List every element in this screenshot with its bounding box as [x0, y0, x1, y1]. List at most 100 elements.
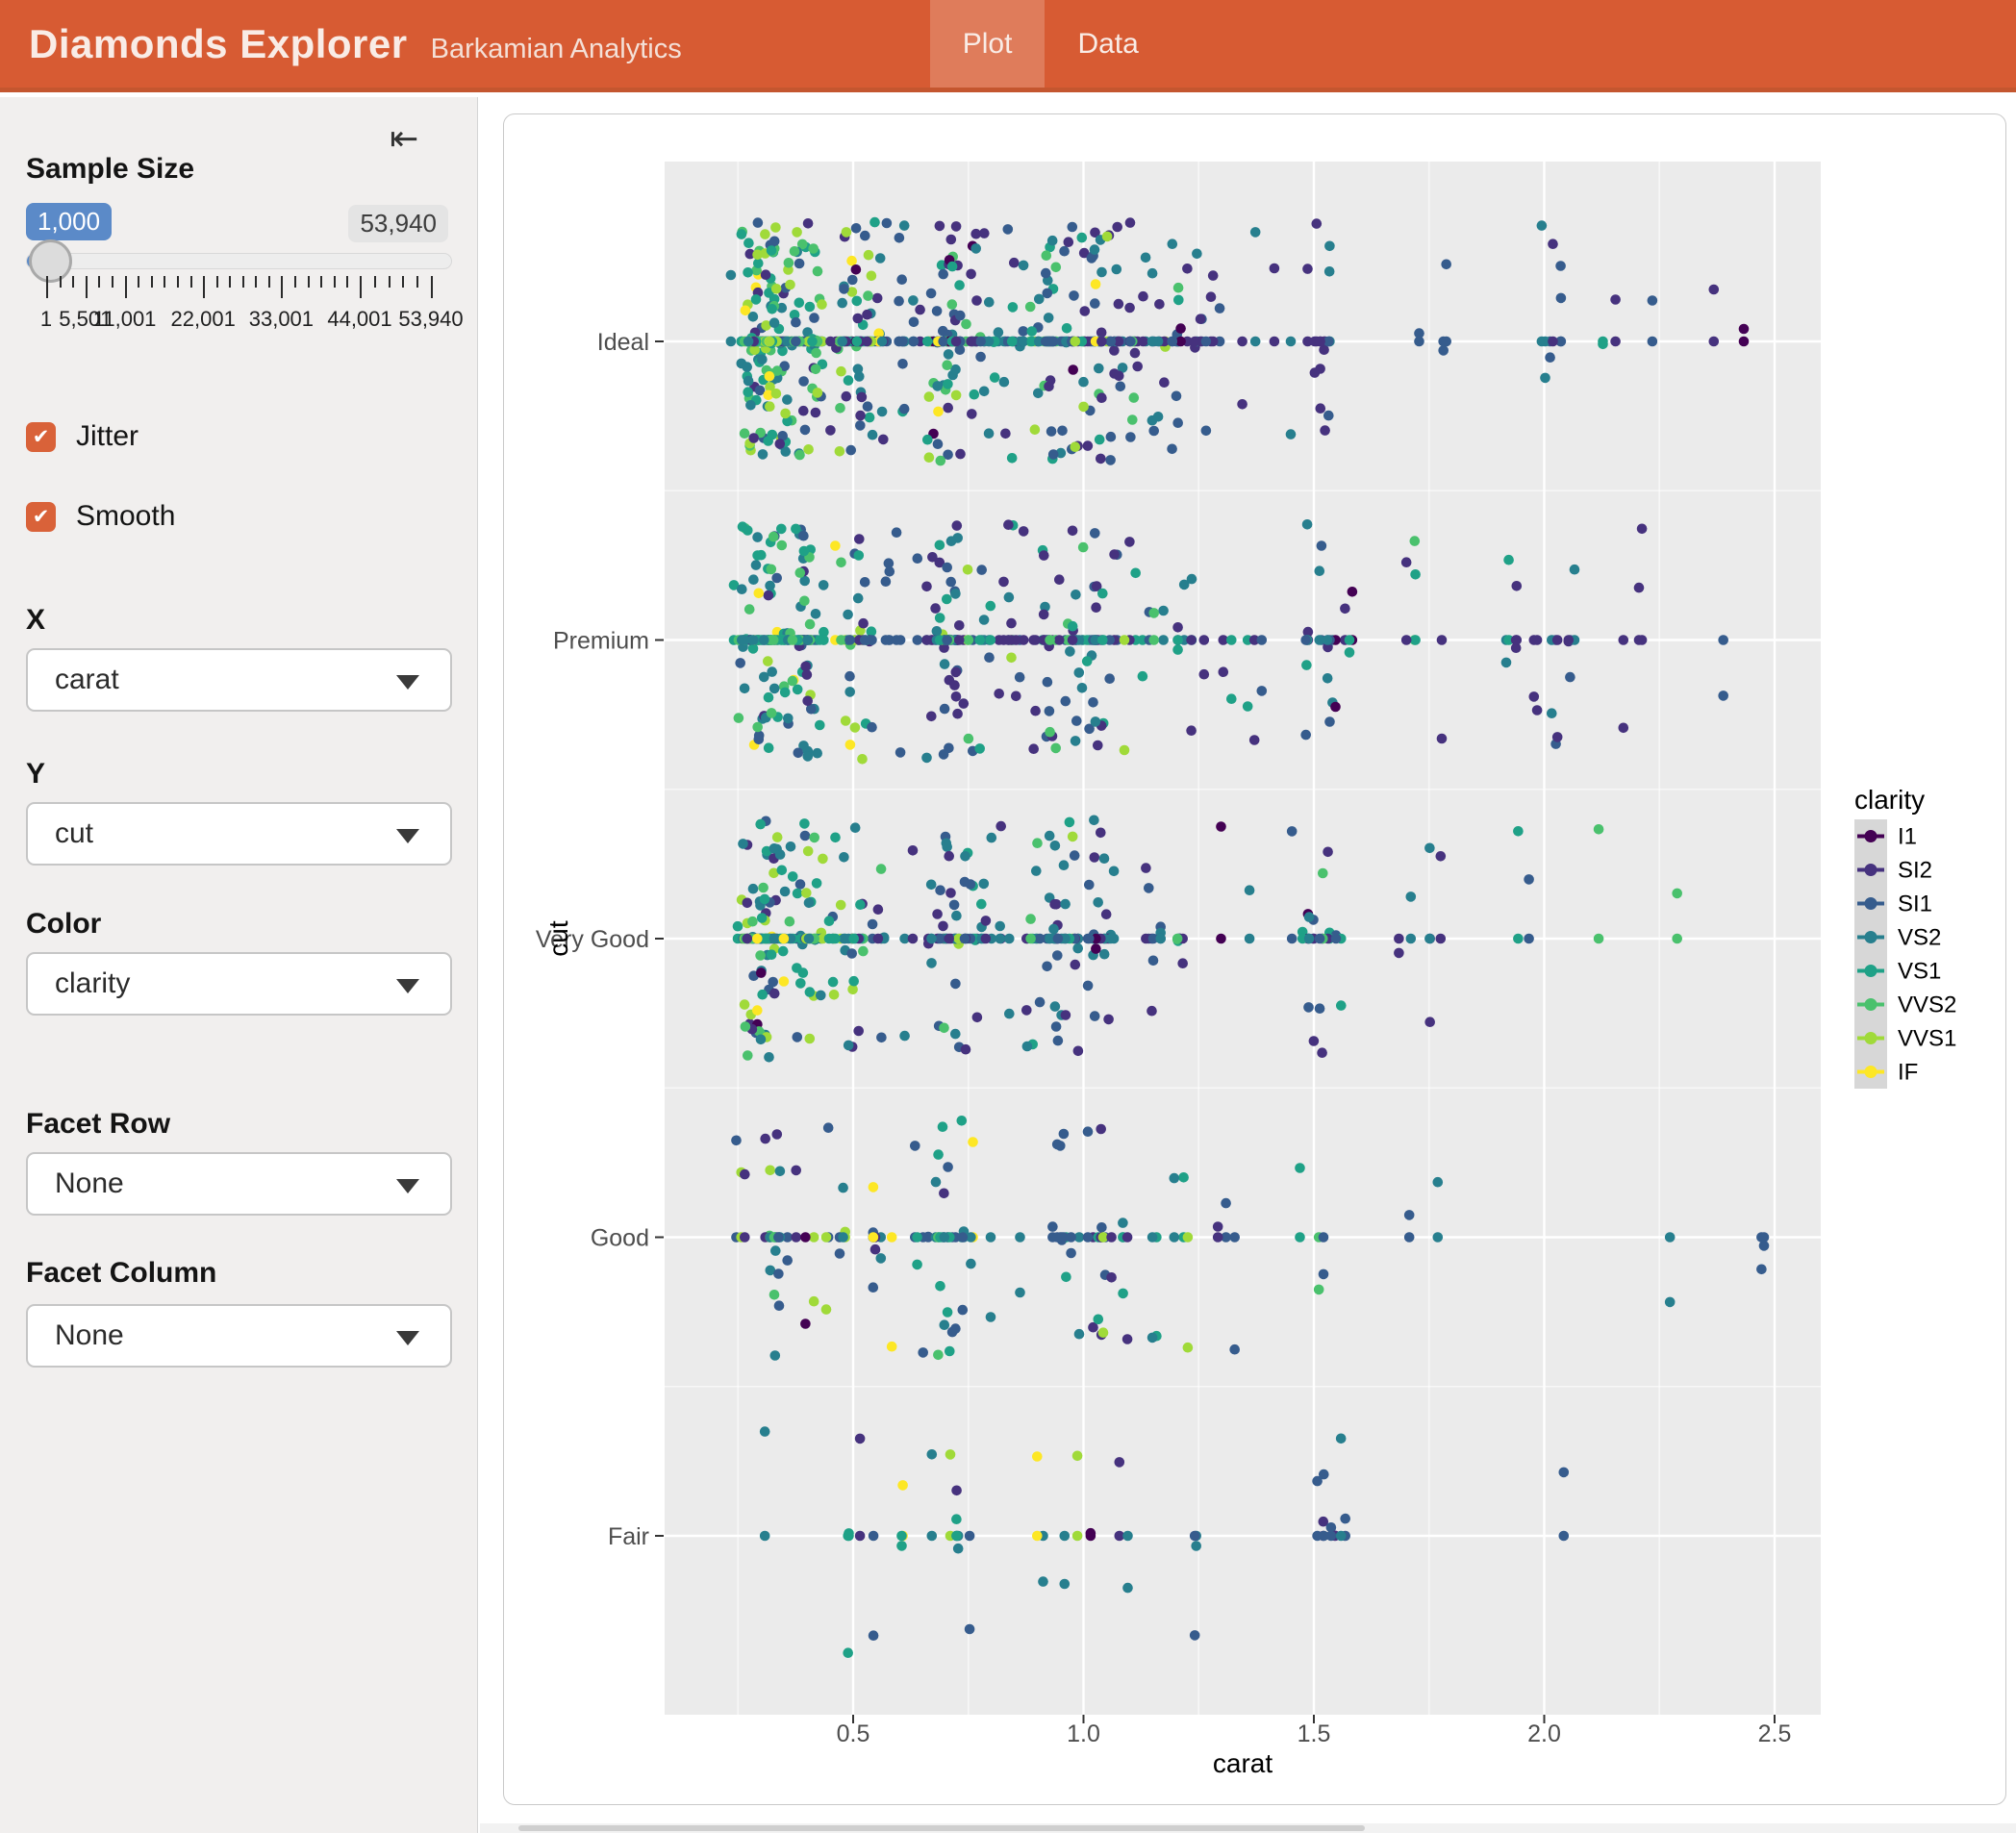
slider-tick-label: 1 [39, 307, 53, 331]
check-icon: ✔ [32, 505, 50, 528]
svg-text:2.0: 2.0 [1527, 1720, 1561, 1747]
plot-card: 0.5 1.0 1.5 2.0 2.5 Fair Good Very Good Premium I… [503, 113, 2006, 1805]
slider-minor-tick [138, 276, 140, 288]
check-icon: ✔ [32, 425, 50, 448]
slider-tick-label: 33,001 [248, 307, 315, 331]
slider-ticks [26, 276, 452, 314]
app-header: Diamonds Explorer Barkamian Analytics Pl… [0, 0, 2016, 92]
svg-text:Premium: Premium [553, 628, 649, 655]
slider-minor-tick [177, 276, 179, 288]
y-var-value: cut [55, 817, 94, 849]
brand: Diamonds Explorer Barkamian Analytics [29, 21, 682, 67]
app-subtitle: Barkamian Analytics [430, 33, 682, 64]
nav-tabs: Plot Data [929, 0, 1172, 88]
sample-size-max-badge: 53,940 [348, 205, 448, 242]
svg-text:2.5: 2.5 [1758, 1720, 1792, 1747]
svg-text:VS1: VS1 [1898, 959, 1941, 985]
y-var-label: Y [26, 758, 46, 790]
slider-minor-tick [112, 276, 113, 288]
slider-minor-tick [229, 276, 232, 288]
svg-text:I1: I1 [1898, 824, 1917, 850]
svg-text:Fair: Fair [608, 1523, 649, 1550]
main-content: 0.5 1.0 1.5 2.0 2.5 Fair Good Very Good Premium I… [479, 97, 2016, 1833]
slider-minor-tick [98, 276, 101, 288]
tab-data[interactable]: Data [1077, 27, 1139, 60]
chevron-down-icon [396, 675, 419, 690]
sample-size-value-badge: 1,000 [26, 203, 113, 240]
chevron-down-icon [396, 829, 419, 843]
slider-minor-tick [333, 276, 336, 288]
color-var-select[interactable]: clarity [26, 952, 452, 1016]
svg-text:SI1: SI1 [1898, 891, 1932, 917]
svg-text:1.0: 1.0 [1067, 1720, 1100, 1747]
slider-tick-label: 53,940 [398, 307, 464, 331]
facet-column-label: Facet Column [26, 1257, 217, 1289]
slider-major-tick [360, 276, 362, 298]
svg-text:0.5: 0.5 [837, 1720, 870, 1747]
sample-size-label: Sample Size [26, 153, 195, 185]
slider-major-tick [281, 276, 284, 298]
chevron-down-icon [396, 1179, 419, 1193]
svg-text:IF: IF [1898, 1060, 1918, 1086]
smooth-checkbox[interactable]: ✔ [26, 501, 56, 532]
slider-tick-label: 11,001 [92, 307, 157, 331]
slider-major-tick [431, 276, 433, 298]
facet-column-value: None [55, 1319, 124, 1351]
smooth-label: Smooth [76, 500, 176, 532]
slider-minor-tick [416, 276, 419, 288]
y-var-select[interactable]: cut [26, 802, 452, 866]
jitter-checkbox-row[interactable]: ✔ Jitter [26, 420, 139, 453]
svg-text:1.5: 1.5 [1298, 1720, 1331, 1747]
collapse-sidebar-icon[interactable]: ⇤ [390, 118, 419, 158]
sample-size-slider[interactable]: 1 5,501 11,001 22,001 33,001 44,001 53,940 [26, 239, 464, 430]
slider-minor-tick [59, 276, 62, 288]
jitter-checkbox[interactable]: ✔ [26, 421, 56, 452]
sidebar: ⇤ Sample Size 1,000 53,940 1 5,501 11,001 2… [0, 97, 478, 1833]
x-var-label: X [26, 604, 46, 636]
slider-minor-tick [402, 276, 405, 288]
slider-minor-tick [215, 276, 218, 288]
slider-tick-labels: 1 5,501 11,001 22,001 33,001 44,001 53,940 [26, 307, 464, 336]
facet-column-select[interactable]: None [26, 1304, 452, 1368]
smooth-checkbox-row[interactable]: ✔ Smooth [26, 500, 175, 533]
svg-text:cut: cut [543, 920, 573, 957]
svg-text:Good: Good [591, 1225, 649, 1252]
chevron-down-icon [396, 1331, 419, 1345]
slider-minor-tick [307, 276, 310, 288]
svg-text:Ideal: Ideal [597, 329, 649, 356]
slider-minor-tick [189, 276, 192, 288]
facet-row-select[interactable]: None [26, 1152, 452, 1216]
slider-tick-label: 44,001 [327, 307, 392, 331]
svg-text:clarity: clarity [1854, 785, 1925, 815]
slider-handle[interactable] [29, 239, 72, 283]
svg-text:VS2: VS2 [1898, 925, 1941, 951]
slider-minor-tick [346, 276, 349, 288]
slider-minor-tick [150, 276, 153, 288]
diamonds-scatter-plot: 0.5 1.0 1.5 2.0 2.5 Fair Good Very Good Premium I… [536, 162, 1956, 1778]
scrollbar-thumb[interactable] [518, 1825, 1365, 1831]
color-var-value: clarity [55, 967, 131, 999]
svg-text:Very Good: Very Good [536, 926, 649, 953]
slider-minor-tick [255, 276, 258, 288]
slider-tick-label: 22,001 [170, 307, 236, 331]
slider-major-tick [203, 276, 206, 298]
svg-text:carat: carat [1213, 1748, 1273, 1778]
tab-plot[interactable]: Plot [929, 0, 1046, 88]
svg-text:VVS2: VVS2 [1898, 992, 1956, 1018]
slider-major-tick [46, 276, 48, 298]
slider-track[interactable] [26, 253, 452, 269]
slider-minor-tick [320, 276, 323, 288]
slider-minor-tick [388, 276, 391, 288]
svg-text:SI2: SI2 [1898, 858, 1932, 884]
facet-row-label: Facet Row [26, 1108, 171, 1140]
facet-row-value: None [55, 1168, 124, 1199]
slider-major-tick [124, 276, 127, 298]
category-line-points [725, 336, 1770, 1542]
horizontal-scrollbar[interactable] [480, 1823, 2016, 1833]
x-var-select[interactable]: carat [26, 648, 452, 712]
slider-minor-tick [294, 276, 296, 288]
slider-minor-tick [373, 276, 376, 288]
svg-text:VVS1: VVS1 [1898, 1026, 1956, 1052]
slider-major-tick [85, 276, 88, 298]
app-title: Diamonds Explorer [29, 20, 408, 66]
